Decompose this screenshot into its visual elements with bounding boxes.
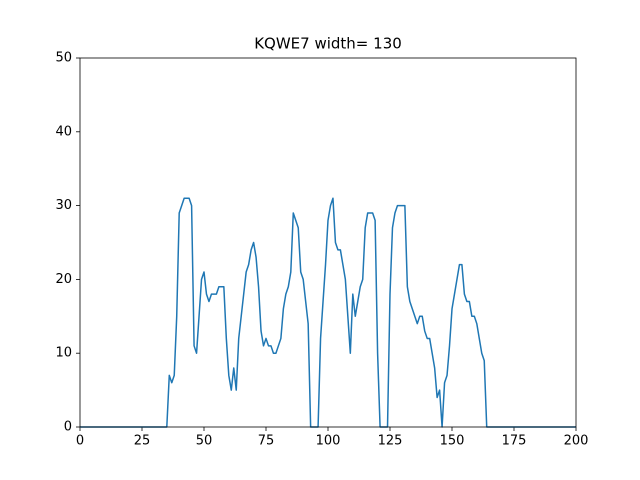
y-tick-label: 10	[55, 346, 72, 361]
y-tick-label: 50	[55, 51, 72, 66]
y-tick-label: 0	[64, 420, 72, 435]
plot-frame	[79, 57, 577, 428]
chart-title: KQWE7 width= 130	[254, 35, 402, 53]
x-tick-label: 150	[440, 434, 465, 449]
y-tick-label: 40	[55, 124, 72, 139]
data-line	[80, 197, 576, 428]
y-tick-label: 30	[55, 198, 72, 213]
x-tick-label: 50	[196, 434, 213, 449]
x-tick-label: 125	[378, 434, 403, 449]
x-tick-label: 0	[76, 434, 84, 449]
x-tick-label: 75	[258, 434, 275, 449]
y-tick-label: 20	[55, 272, 72, 287]
x-tick-label: 25	[134, 434, 151, 449]
x-tick-label: 100	[316, 434, 341, 449]
x-tick-label: 175	[502, 434, 527, 449]
x-tick-label: 200	[564, 434, 589, 449]
